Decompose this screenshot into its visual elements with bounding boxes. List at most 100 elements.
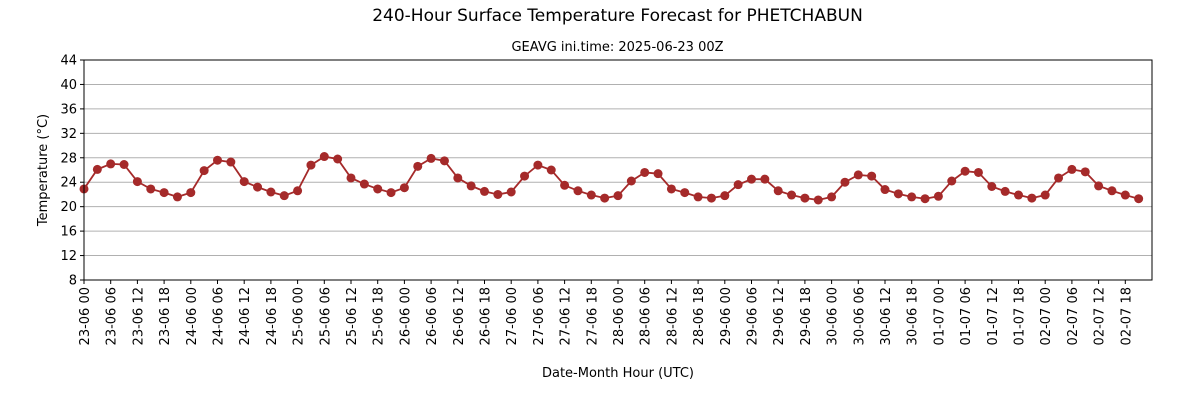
x-tick-label: 27-06 12 <box>559 287 574 345</box>
y-axis-label: Temperature (°C) <box>36 114 51 227</box>
data-point <box>773 186 783 196</box>
data-point <box>1054 173 1064 183</box>
x-axis: 23-06 00 23-06 06 23-06 12 23-06 18 24-06 00… <box>78 280 1134 345</box>
y-tick-label: 8 <box>69 274 77 289</box>
x-tick-label: 02-07 12 <box>1093 287 1108 345</box>
data-point <box>186 188 196 198</box>
data-point <box>386 188 396 198</box>
data-point <box>960 166 970 176</box>
x-tick-label: 28-06 06 <box>639 287 654 345</box>
x-tick-label: 26-06 12 <box>452 287 467 345</box>
data-point <box>827 192 837 202</box>
data-point <box>1107 186 1117 196</box>
data-point <box>453 173 463 183</box>
x-tick-label: 24-06 18 <box>265 287 280 345</box>
data-point <box>747 174 756 184</box>
x-tick-label: 02-07 00 <box>1039 287 1054 345</box>
data-point <box>1134 194 1144 204</box>
data-point <box>199 166 209 176</box>
data-point <box>132 177 142 187</box>
data-point <box>1120 190 1130 200</box>
data-point <box>693 192 703 202</box>
plot-frame <box>83 59 1153 281</box>
y-tick-label: 24 <box>60 176 77 191</box>
data-point <box>680 188 690 198</box>
x-tick-label: 23-06 06 <box>105 287 120 345</box>
data-point <box>266 187 276 197</box>
x-tick-label: 29-06 12 <box>772 287 787 345</box>
data-point <box>253 182 263 192</box>
x-tick-label: 30-06 12 <box>879 287 894 345</box>
data-point <box>413 161 423 171</box>
x-tick-label: 23-06 12 <box>131 287 146 345</box>
data-point <box>520 171 530 181</box>
series-layer <box>79 152 1144 205</box>
data-point <box>640 167 650 177</box>
data-point <box>586 190 596 200</box>
data-point <box>546 165 556 175</box>
data-point <box>159 188 169 198</box>
x-tick-label: 29-06 00 <box>719 287 734 345</box>
data-point <box>853 170 863 180</box>
y-tick-label: 32 <box>60 127 77 142</box>
x-tick-label: 27-06 06 <box>532 287 547 345</box>
data-point <box>1014 190 1023 200</box>
data-point <box>226 157 236 167</box>
x-tick-label: 25-06 18 <box>372 287 387 345</box>
x-tick-label: 24-06 12 <box>238 287 253 345</box>
x-tick-label: 24-06 00 <box>185 287 200 345</box>
x-tick-label: 27-06 18 <box>585 287 600 345</box>
data-point <box>346 173 356 183</box>
data-point <box>279 191 289 201</box>
data-point <box>493 189 503 199</box>
x-tick-label: 26-06 06 <box>425 287 440 345</box>
chart-title: 240-Hour Surface Temperature Forecast fo… <box>372 6 863 26</box>
data-point <box>933 191 943 201</box>
x-tick-label: 01-07 00 <box>932 287 947 345</box>
data-point <box>626 176 636 186</box>
y-axis: 8 12 16 20 24 28 32 36 40 44 <box>60 54 84 289</box>
data-point <box>293 186 303 196</box>
y-tick-label: 28 <box>60 151 77 166</box>
data-point <box>840 177 850 187</box>
data-point <box>399 183 409 193</box>
data-point <box>92 164 102 174</box>
x-tick-label: 01-07 06 <box>959 287 974 345</box>
grid-lines <box>84 59 1152 281</box>
y-tick-label: 20 <box>60 200 77 215</box>
data-point <box>573 186 583 196</box>
data-point <box>666 184 676 194</box>
data-point <box>800 193 810 203</box>
x-tick-label: 02-07 06 <box>1066 287 1081 345</box>
data-point <box>787 190 797 200</box>
data-point <box>987 182 997 191</box>
data-point <box>907 192 917 202</box>
chart-subtitle: GEAVG ini.time: 2025-06-23 00Z <box>511 40 724 55</box>
data-point <box>613 191 623 201</box>
data-point <box>106 159 116 169</box>
x-tick-label: 23-06 18 <box>158 287 173 345</box>
x-tick-label: 30-06 00 <box>826 287 841 345</box>
x-tick-label: 29-06 06 <box>746 287 761 345</box>
data-point <box>146 184 156 194</box>
data-point <box>1040 190 1050 200</box>
x-tick-label: 01-07 18 <box>1013 287 1028 345</box>
data-point <box>733 180 743 190</box>
y-tick-label: 40 <box>60 78 77 93</box>
data-point <box>947 176 957 186</box>
x-tick-label: 28-06 12 <box>665 287 680 345</box>
data-point <box>306 160 316 170</box>
data-point <box>239 177 249 187</box>
x-tick-label: 24-06 06 <box>212 287 227 345</box>
data-point <box>893 189 903 199</box>
y-tick-label: 36 <box>60 102 77 117</box>
data-point <box>333 154 343 164</box>
data-point <box>319 152 329 162</box>
data-point <box>506 187 516 197</box>
y-tick-label: 16 <box>60 225 77 240</box>
x-axis-label: Date-Month Hour (UTC) <box>542 366 694 381</box>
data-point <box>600 193 610 203</box>
data-point <box>480 186 489 196</box>
x-tick-label: 30-06 06 <box>852 287 867 345</box>
